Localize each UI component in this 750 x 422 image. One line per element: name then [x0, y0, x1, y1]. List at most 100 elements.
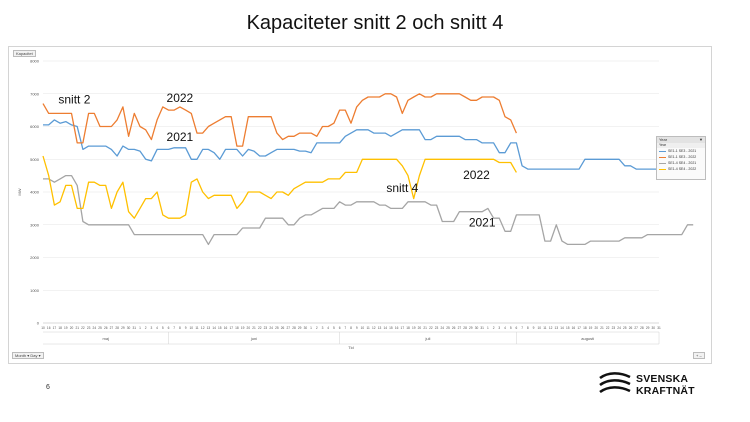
filter-icon[interactable]: ▼	[699, 137, 703, 142]
x-tick-label: 19	[64, 326, 68, 330]
x-tick-label: 26	[104, 326, 108, 330]
x-tick-label: 20	[418, 326, 422, 330]
chart-annotation: snitt 2	[58, 93, 90, 107]
slide-title: Kapaciteter snitt 2 och snitt 4	[246, 12, 504, 34]
x-tick-label: 28	[292, 326, 296, 330]
logo-line-2: KRAFTNÄT	[636, 385, 695, 397]
x-tick-label: 1	[310, 326, 312, 330]
x-tick-label: 28	[640, 326, 644, 330]
x-tick-label: 8	[527, 326, 529, 330]
x-tick-label: 30	[304, 326, 308, 330]
x-tick-label: 21	[423, 326, 427, 330]
x-tick-label: 12	[201, 326, 205, 330]
x-tick-label: 16	[395, 326, 399, 330]
pivot-field-button[interactable]: Month ▾ Day ▾	[12, 352, 44, 359]
zoom-button[interactable]: + –	[693, 352, 705, 359]
x-tick-label: 7	[344, 326, 346, 330]
x-tick-label: 30	[127, 326, 131, 330]
x-tick-label: 23	[87, 326, 91, 330]
x-tick-label: 3	[150, 326, 152, 330]
legend: Year ▼ Year SE1-1 SE3 - 2021 SE1-1 SE3 - …	[656, 136, 706, 180]
series-line-3	[43, 174, 694, 246]
legend-item[interactable]: SE1-1 SE3 - 2021	[657, 148, 705, 154]
month-label: augusti	[581, 336, 594, 341]
x-tick-label: 12	[372, 326, 376, 330]
x-tick-label: 18	[58, 326, 62, 330]
chart-annotation: 2021	[167, 130, 194, 144]
x-tick-label: 21	[600, 326, 604, 330]
x-tick-label: 4	[504, 326, 506, 330]
legend-label: SE1-1 SE3 - 2022	[668, 155, 697, 159]
x-tick-label: 11	[543, 326, 547, 330]
legend-item[interactable]: SE1-4 SE4 - 2022	[657, 166, 705, 172]
x-tick-label: 15	[389, 326, 393, 330]
x-tick-label: 9	[185, 326, 187, 330]
x-tick-label: 9	[356, 326, 358, 330]
x-tick-label: 13	[555, 326, 559, 330]
x-tick-label: 18	[583, 326, 587, 330]
x-tick-label: 24	[269, 326, 273, 330]
x-tick-label: 24	[93, 326, 97, 330]
sheet-tab[interactable]: Kapacitet	[13, 50, 36, 57]
series-line-1	[43, 119, 694, 170]
y-tick-label: 2000	[30, 255, 40, 260]
x-tick-label: 2	[493, 326, 495, 330]
x-tick-label: 22	[258, 326, 262, 330]
legend-item[interactable]: SE1-1 SE3 - 2022	[657, 154, 705, 160]
y-tick-label: 6000	[30, 124, 40, 129]
x-tick-label: 11	[195, 326, 199, 330]
page-number: 6	[46, 384, 50, 391]
x-tick-label: 6	[339, 326, 341, 330]
y-tick-label: 4000	[30, 190, 40, 195]
x-tick-label: 23	[264, 326, 268, 330]
y-tick-label: 3000	[30, 222, 40, 227]
y-tick-label: 8000	[30, 59, 40, 64]
x-tick-label: 27	[458, 326, 462, 330]
legend-header[interactable]: Year ▼	[657, 137, 705, 143]
series-line-4	[42, 155, 517, 219]
y-tick-label: 1000	[30, 288, 40, 293]
x-tick-label: 4	[156, 326, 158, 330]
x-tick-label: 10	[41, 326, 45, 330]
x-tick-label: 26	[452, 326, 456, 330]
x-tick-label: 17	[577, 326, 581, 330]
x-tick-label: 13	[207, 326, 211, 330]
x-tick-label: 15	[218, 326, 222, 330]
svenska-kraftnat-logo: SVENSKA KRAFTNÄT	[598, 372, 708, 398]
month-label: juli	[425, 336, 431, 341]
legend-header-label: Year	[659, 137, 668, 142]
x-tick-label: 27	[634, 326, 638, 330]
x-tick-label: 31	[480, 326, 484, 330]
x-tick-label: 1	[139, 326, 141, 330]
x-tick-label: 25	[446, 326, 450, 330]
x-tick-label: 10	[361, 326, 365, 330]
x-tick-label: 22	[429, 326, 433, 330]
x-tick-label: 31	[657, 326, 661, 330]
x-tick-label: 16	[224, 326, 228, 330]
x-tick-label: 29	[121, 326, 125, 330]
x-tick-label: 29	[298, 326, 302, 330]
chart-annotation: 2021	[469, 215, 496, 229]
x-tick-label: 3	[322, 326, 324, 330]
x-tick-label: 29	[469, 326, 473, 330]
x-tick-label: 27	[110, 326, 114, 330]
month-label: juni	[250, 336, 257, 341]
y-axis-label: MW	[17, 188, 22, 195]
chart-annotation: snitt 4	[386, 181, 418, 195]
legend-swatch	[659, 168, 666, 170]
legend-item[interactable]: SE1-4 SE4 - 2021	[657, 160, 705, 166]
x-tick-label: 16	[47, 326, 51, 330]
x-tick-label: 26	[281, 326, 285, 330]
x-axis-label: Tid	[348, 345, 353, 350]
x-tick-label: 19	[412, 326, 416, 330]
x-tick-label: 18	[235, 326, 239, 330]
month-label: maj	[103, 336, 110, 341]
series-line-2	[42, 93, 517, 147]
x-tick-label: 25	[623, 326, 627, 330]
x-tick-label: 17	[53, 326, 57, 330]
x-tick-label: 28	[463, 326, 467, 330]
x-tick-label: 23	[435, 326, 439, 330]
x-tick-label: 17	[229, 326, 233, 330]
legend-swatch	[659, 162, 666, 164]
